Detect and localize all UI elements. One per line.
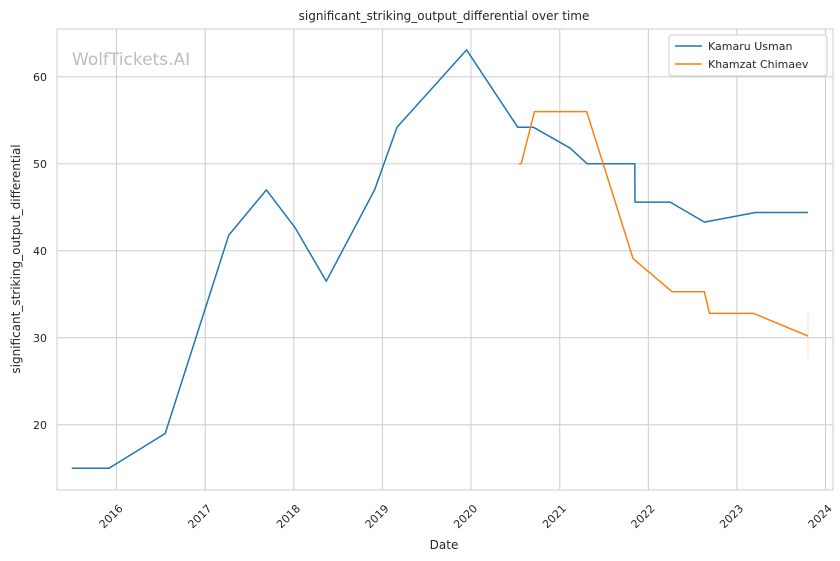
x-axis-ticks: 2016 2017 2018 2019 2020 2021 2022 2023 2024 [97, 502, 835, 531]
series-line-kamaru-usman [71, 49, 808, 470]
x-tick-label: 2022 [629, 502, 658, 531]
legend-label-khamzat-chimaev: Khamzat Chimaev [708, 58, 809, 71]
x-tick-label: 2019 [363, 502, 392, 531]
x-tick-label: 2024 [806, 502, 835, 531]
plot-frame [56, 28, 834, 491]
chart-title: significant_striking_output_differential… [299, 9, 590, 23]
y-tick-label: 60 [33, 71, 47, 84]
y-axis-ticks: 20 30 40 50 60 [33, 71, 47, 432]
x-axis-label: Date [430, 538, 459, 552]
x-tick-label: 2018 [274, 502, 303, 531]
y-tick-label: 30 [33, 332, 47, 345]
watermark: WolfTickets.AI [72, 50, 190, 70]
x-tick-label: 2017 [186, 502, 215, 531]
legend-box [668, 34, 828, 77]
legend: Kamaru Usman Khamzat Chimaev [668, 34, 828, 77]
x-tick-label: 2021 [540, 502, 569, 531]
gridlines [57, 29, 833, 490]
x-tick-label: 2020 [451, 502, 480, 531]
x-tick-label: 2023 [717, 502, 746, 531]
legend-label-kamaru-usman: Kamaru Usman [708, 40, 792, 53]
y-tick-label: 40 [33, 245, 47, 258]
series-line-khamzat-chimaev [518, 110, 809, 337]
series-lines [71, 49, 809, 470]
x-tick-label: 2016 [97, 502, 126, 531]
y-tick-label: 50 [33, 158, 47, 171]
y-axis-label: significant_striking_output_differential [9, 144, 23, 373]
y-tick-label: 20 [33, 419, 47, 432]
